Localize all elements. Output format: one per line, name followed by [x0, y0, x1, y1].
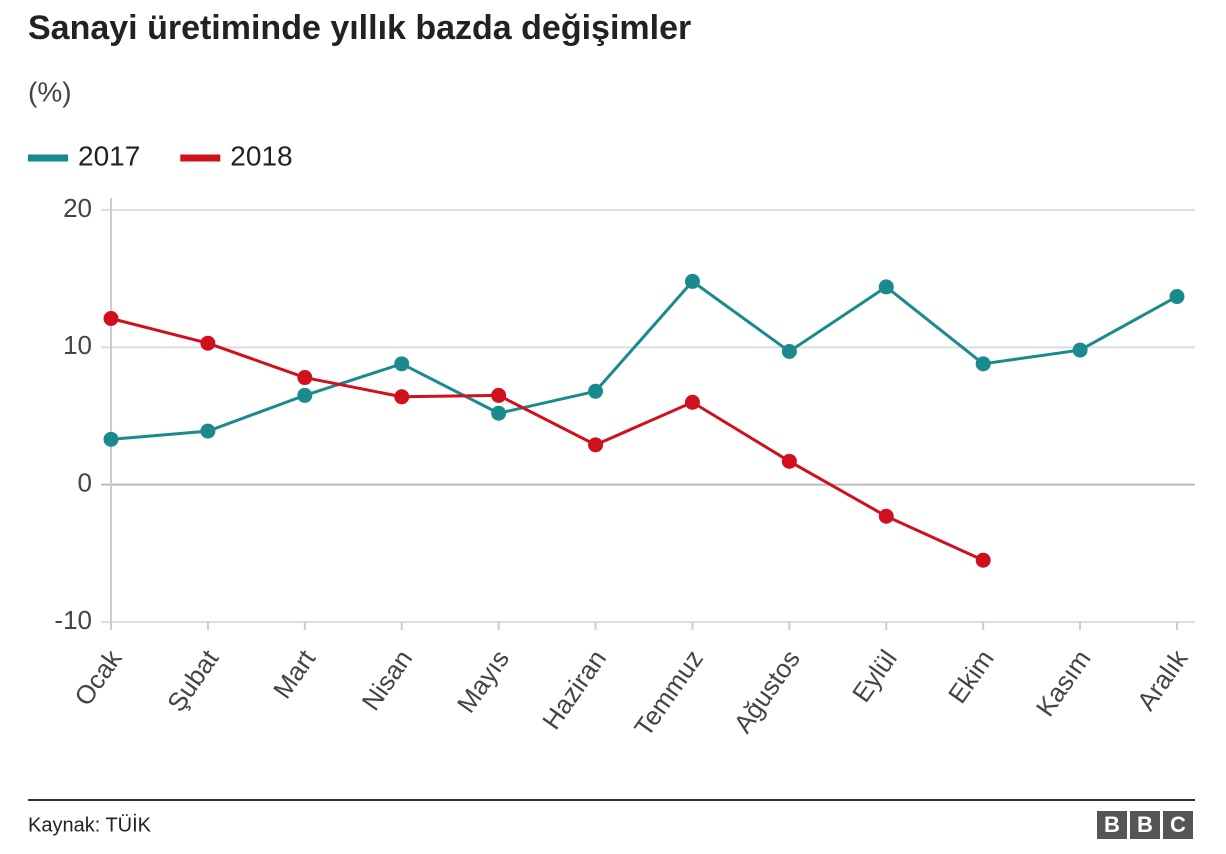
- point: [491, 405, 507, 421]
- point: [103, 310, 119, 326]
- point: [394, 389, 410, 405]
- point: [297, 370, 313, 386]
- chart-title: Sanayi üretiminde yıllık bazda değişimle…: [28, 9, 691, 47]
- logo-letter: B: [1104, 812, 1120, 837]
- logo-letter: B: [1137, 812, 1153, 837]
- point: [200, 335, 216, 351]
- legend-label: 2018: [230, 140, 292, 171]
- source: Kaynak: TÜİK: [28, 813, 152, 836]
- point: [1169, 289, 1185, 305]
- logo-letter: C: [1170, 812, 1186, 837]
- point: [588, 437, 604, 453]
- point: [975, 552, 991, 568]
- point: [878, 508, 894, 524]
- series-line: [110, 279, 1178, 441]
- point: [781, 343, 797, 359]
- point: [878, 279, 894, 295]
- point: [588, 383, 604, 399]
- point: [491, 387, 507, 403]
- point: [1072, 342, 1088, 358]
- y-tick-label: 10: [63, 330, 92, 360]
- x-tick-label: Nisan: [356, 644, 419, 716]
- chart-subtitle: (%): [28, 76, 72, 107]
- logo-box: [1130, 811, 1160, 839]
- x-tick-label: Temmuz: [628, 644, 709, 742]
- point: [297, 387, 313, 403]
- x-tick-label: Kasım: [1030, 644, 1097, 722]
- point: [394, 356, 410, 372]
- x-tick-label: Şubat: [161, 644, 225, 718]
- point: [103, 431, 119, 447]
- x-tick-label: Haziran: [536, 644, 612, 735]
- x-tick-label: Eylül: [846, 644, 903, 707]
- x-tick-label: Ağustos: [727, 644, 805, 738]
- y-tick-label: -10: [54, 605, 92, 635]
- point: [781, 453, 797, 469]
- x-tick-label: Ocak: [68, 643, 128, 711]
- point: [684, 394, 700, 410]
- y-tick-label: 20: [63, 193, 92, 223]
- series-line: [110, 317, 984, 562]
- legend-label: 2017: [78, 140, 140, 171]
- point: [200, 423, 216, 439]
- logo-box: [1097, 811, 1127, 839]
- x-tick-label: Mart: [267, 644, 322, 704]
- x-tick-label: Aralık: [1131, 643, 1194, 715]
- x-tick-label: Ekim: [942, 644, 1000, 709]
- y-tick-label: 0: [78, 468, 92, 498]
- x-tick-label: Mayıs: [451, 644, 515, 718]
- logo-box: [1163, 811, 1193, 839]
- point: [975, 356, 991, 372]
- point: [684, 273, 700, 289]
